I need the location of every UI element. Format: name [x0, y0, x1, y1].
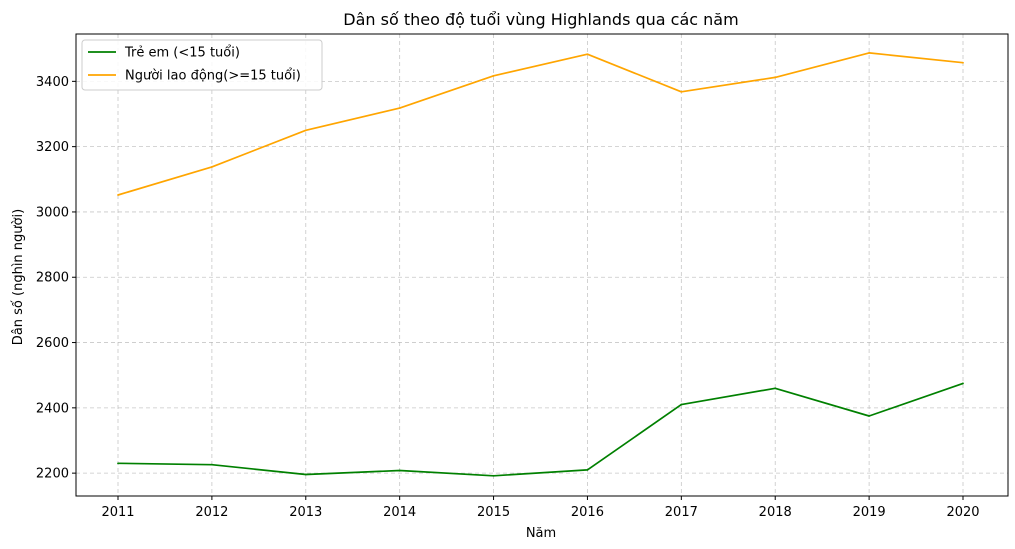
- y-tick-label: 3000: [36, 205, 69, 220]
- y-tick-label: 2800: [36, 271, 69, 286]
- x-tick-label: 2015: [477, 505, 510, 520]
- plot-area: [75, 33, 1009, 497]
- x-tick-label: 2019: [853, 505, 886, 520]
- y-tick-label: 2600: [36, 336, 69, 351]
- grid: [76, 34, 1008, 496]
- data-point: [117, 462, 119, 465]
- data-point: [492, 474, 495, 477]
- x-tick-label: 2011: [101, 505, 134, 520]
- x-tick-label: 2016: [571, 505, 604, 520]
- x-tick-label: 2012: [195, 505, 228, 520]
- series-line-1: [117, 382, 964, 477]
- y-tick-label: 2400: [36, 401, 69, 416]
- series-line-2: [117, 52, 964, 196]
- data-point: [586, 468, 589, 471]
- data-point: [962, 61, 964, 64]
- y-tick-label: 3200: [36, 140, 69, 155]
- x-axis: 2011 2012 2013 2014 2015 2016 2017 2018 2019 2020: [101, 496, 980, 520]
- legend-box: [81, 39, 323, 91]
- data-point: [304, 129, 307, 132]
- data-point: [774, 76, 777, 79]
- y-axis: 2200 2400 2600 2800 3000 3200 3400: [36, 75, 76, 482]
- data-point: [774, 387, 777, 390]
- data-point: [868, 52, 871, 54]
- y-tick-label: 2200: [36, 467, 69, 482]
- x-tick-label: 2014: [383, 505, 416, 520]
- data-point: [304, 473, 307, 476]
- data-point: [492, 74, 495, 77]
- data-point: [962, 382, 964, 385]
- data-point: [117, 194, 119, 196]
- x-tick-label: 2017: [665, 505, 698, 520]
- x-tick-label: 2013: [289, 505, 322, 520]
- data-point: [398, 469, 401, 472]
- series-lines: [117, 52, 964, 477]
- legend-label: Trẻ em (<15 tuổi): [124, 46, 240, 61]
- data-point: [586, 53, 589, 56]
- y-tick-label: 3400: [36, 75, 69, 90]
- y-axis-title: Dân số (nghìn người): [11, 209, 26, 345]
- chart-title: Dân số theo độ tuổi vùng Highlands qua c…: [343, 10, 738, 29]
- data-point: [398, 107, 401, 110]
- legend: Trẻ em (<15 tuổi) Người lao động(>=15 tuổ…: [81, 39, 323, 91]
- data-point: [680, 90, 683, 93]
- x-tick-label: 2020: [946, 505, 979, 520]
- x-tick-label: 2018: [759, 505, 792, 520]
- data-point: [680, 403, 683, 406]
- legend-label: Người lao động(>=15 tuổi): [125, 69, 301, 84]
- data-point: [210, 463, 213, 466]
- data-point: [210, 165, 213, 168]
- data-point: [868, 415, 871, 417]
- x-axis-title: Năm: [526, 526, 556, 541]
